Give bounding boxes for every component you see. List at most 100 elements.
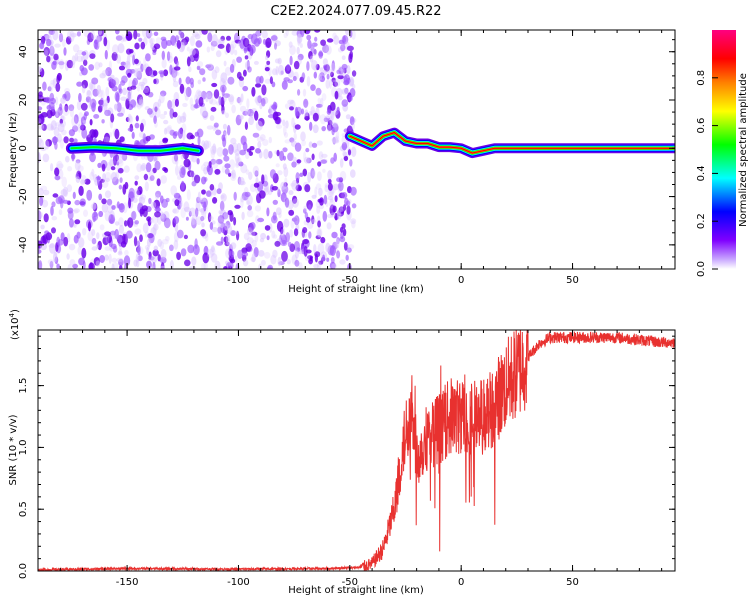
noise-blob [330,257,335,264]
noise-blob [210,149,215,159]
noise-blob [341,55,346,60]
noise-blob [153,43,161,50]
noise-blob [296,46,300,55]
snr-y-tick-label: 1.5 [18,378,29,394]
noise-blob [288,41,293,48]
noise-blob [180,153,185,160]
noise-blob [50,43,54,54]
noise-blob [161,238,169,245]
noise-blob [200,164,207,172]
noise-blob [207,63,214,70]
noise-blob [163,119,169,125]
colorbar-tick-label: 0.6 [696,118,707,134]
noise-blob [333,35,340,45]
noise-blob [194,33,201,40]
noise-blob [134,228,142,235]
noise-blob [197,61,204,68]
noise-blob [346,45,354,51]
spectrogram-y-ticks: -40 -20 0 20 40 [18,39,675,270]
noise-blob [308,111,313,116]
noise-blob [266,50,271,58]
snr-x-label: Height of straight line (km) [288,585,424,596]
noise-blob [114,91,120,102]
noise-blob [195,40,203,48]
noise-blob [124,60,131,70]
noise-blob [91,102,96,113]
noise-blob [68,129,75,137]
noise-blob [69,137,75,143]
noise-blob [351,30,356,40]
noise-blob [230,172,237,181]
noise-blob [316,140,323,146]
noise-blob [322,44,330,54]
noise-blob [305,147,310,153]
noise-blob [325,79,330,89]
noise-blob [115,35,123,41]
noise-blob [213,122,219,128]
noise-blob [87,230,94,242]
noise-blob [279,150,285,161]
noise-blob [234,204,241,209]
noise-blob [191,217,195,226]
noise-blob [332,139,340,144]
noise-blob [320,159,327,164]
noise-blob [336,177,342,183]
noise-blob [54,175,61,181]
noise-blob [339,259,346,265]
noise-blob [177,128,183,139]
noise-blob [311,142,318,148]
noise-blob [268,150,273,159]
noise-blob [42,81,47,91]
noise-blob [152,70,158,77]
noise-blob [214,66,220,74]
noise-blob [332,183,339,191]
noise-blob [51,201,56,208]
noise-blob [155,205,161,214]
noise-blob [338,181,344,192]
noise-blob [351,203,357,209]
noise-blob [86,189,93,201]
noise-blob [302,239,309,245]
noise-blob [160,212,165,219]
noise-blob [134,42,140,50]
spectrogram-y-tick-label: -20 [18,188,29,204]
noise-blob [172,131,177,139]
noise-blob [92,201,96,211]
noise-blob [221,86,225,97]
noise-blob [191,181,197,187]
noise-blob [129,69,136,74]
noise-blob [91,77,99,85]
noise-blob [101,202,109,213]
noise-blob [161,50,165,61]
noise-blob [228,94,235,103]
noise-blob [253,182,260,188]
noise-blob [68,243,76,251]
noise-blob [293,228,299,237]
noise-blob [255,148,261,154]
noise-blob [101,198,107,205]
noise-blob [135,253,140,263]
noise-blob [236,56,243,63]
noise-blob [142,77,148,85]
noise-blob [285,120,289,129]
noise-blob [118,83,122,93]
noise-blob [351,146,357,158]
noise-blob [330,62,336,73]
noise-blob [302,227,308,234]
noise-blob [120,34,125,43]
noise-blob [134,220,139,225]
noise-blob [63,136,69,144]
snr-x-tick-label: -100 [227,577,250,588]
noise-blob [320,39,326,46]
noise-blob [192,48,200,59]
noise-blob [111,257,118,263]
noise-blob [278,212,282,219]
noise-blob [124,249,129,256]
noise-blob [134,122,140,129]
noise-blob [63,236,69,247]
noise-blob [288,190,294,196]
noise-blob [265,37,272,48]
noise-blob [176,40,182,49]
noise-blob [222,137,227,148]
noise-blob [236,230,240,241]
